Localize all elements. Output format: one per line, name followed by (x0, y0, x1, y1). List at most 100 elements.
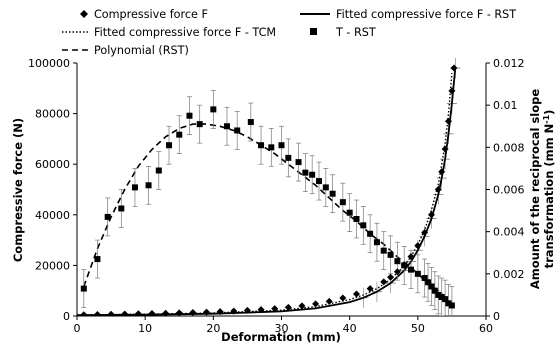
t-rst-point (155, 167, 162, 174)
t-rst-point (435, 291, 442, 298)
t-rst-point (315, 178, 322, 185)
compressive-force-point (393, 268, 401, 276)
legend: Compressive force F Fitted compressive f… (62, 8, 516, 57)
y2-tick-label: 0 (493, 310, 500, 323)
x-tick-label: 50 (411, 322, 425, 335)
compressive-force-point (230, 307, 238, 315)
t-rst-point (394, 258, 401, 265)
x-tick-label: 60 (479, 322, 493, 335)
t-rst-point (339, 199, 346, 206)
compressive-force-point (380, 278, 388, 286)
compressive-force-point (162, 309, 170, 316)
t-rst-point (234, 127, 241, 134)
compressive-force-point (414, 242, 422, 250)
legend-label-polynomial: Polynomial (RST) (94, 44, 189, 57)
t-rst-point (223, 123, 230, 130)
compressive-force-point (438, 168, 446, 176)
compressive-force-point (450, 64, 458, 72)
t-rst-point (373, 239, 380, 246)
t-rst-point (247, 119, 254, 126)
axes: 0 10 20 30 40 50 60 0 20000 40000 60000 80000 10000… (28, 57, 525, 335)
compressive-force-point (216, 308, 224, 316)
t-rst-point (258, 142, 265, 149)
compressive-force-point (441, 145, 449, 153)
t-rst-point (278, 142, 285, 149)
left-y-axis-label: Compressive force (N) (11, 118, 25, 262)
right-y-axis-label-main: transformation (mm N (542, 124, 556, 269)
t-rst-point (176, 131, 183, 138)
compressive-force-point (298, 302, 306, 310)
y-tick-label: 100000 (28, 57, 70, 70)
right-y-axis-label-line2: transformation (mm N-1) (542, 110, 556, 269)
t-rst-point (442, 296, 449, 303)
t-rst-point (104, 213, 111, 220)
compressive-force-point (312, 300, 320, 308)
y2-tick-label: 0.004 (493, 226, 525, 239)
t-rst-point (309, 171, 316, 178)
compressive-force-point (352, 290, 360, 298)
legend-item-fitted-rst: Fitted compressive force F - RST (300, 8, 516, 21)
t-rst-point (387, 251, 394, 258)
x-tick-label: 40 (343, 322, 357, 335)
y2-tick-label: 0.002 (493, 268, 525, 281)
t-rst-point (322, 184, 329, 191)
t-rst-point (196, 121, 203, 128)
compressive-force-point (325, 297, 333, 305)
x-tick-label: 30 (275, 322, 289, 335)
compressive-force-point (148, 309, 156, 316)
legend-label-fitted-tcm: Fitted compressive force F - TCM (94, 26, 276, 39)
y2-tick-label: 0.008 (493, 141, 525, 154)
compressive-force-point (366, 285, 374, 293)
t-rst-point (285, 154, 292, 161)
compressive-force-point (407, 253, 415, 261)
x-axis-label: Deformation (mm) (221, 330, 341, 344)
t-rst-point (302, 169, 309, 176)
t-rst-point (94, 256, 101, 263)
y-tick-label: 20000 (35, 259, 70, 272)
legend-label-fitted-rst: Fitted compressive force F - RST (336, 8, 516, 21)
legend-item-fitted-tcm: Fitted compressive force F - TCM (62, 26, 276, 39)
compressive-force-point (203, 308, 211, 316)
t-rst-point (346, 209, 353, 216)
x-axis-ticks: 0 10 20 30 40 50 60 (74, 316, 493, 335)
plot-area (77, 58, 461, 316)
legend-square-marker (310, 28, 317, 35)
compressive-force-point (107, 310, 115, 316)
compressive-force-point (93, 310, 101, 316)
compressive-force-point (80, 311, 88, 316)
compressive-force-point (339, 294, 347, 302)
right-y-axis-ticks: 0 0.002 0.004 0.006 0.008 0.01 0.012 (486, 57, 525, 323)
legend-diamond-marker (80, 10, 88, 18)
t-rst-point (380, 247, 387, 254)
legend-item-compressive-force: Compressive force F (80, 8, 208, 21)
compressive-force-point (421, 229, 429, 237)
compressive-force-point (387, 273, 395, 281)
t-rst-point (210, 106, 217, 113)
legend-item-polynomial: Polynomial (RST) (62, 44, 189, 57)
t-rst-point (438, 294, 445, 301)
compressive-force-point (427, 211, 435, 219)
compressive-force-point (257, 306, 265, 314)
t-rst-point (421, 275, 428, 282)
t-rst-point (360, 222, 367, 229)
t-rst-point (145, 182, 152, 189)
compressive-force-point (121, 310, 129, 316)
compressive-force-point (434, 186, 442, 193)
fitted-rst-line (77, 68, 457, 316)
x-tick-label: 10 (138, 322, 152, 335)
legend-label-t-rst: T - RST (335, 26, 376, 39)
t-rst-point (448, 302, 455, 309)
y-tick-label: 80000 (35, 108, 70, 121)
y2-tick-label: 0.01 (493, 99, 518, 112)
compressive-force-point (448, 87, 456, 95)
compressive-force-point (175, 309, 183, 316)
t-rst-point (131, 184, 138, 191)
t-rst-point (408, 266, 415, 273)
right-y-axis-label-sup: -1 (542, 114, 551, 123)
t-rst-point (445, 300, 452, 307)
y-tick-label: 60000 (35, 158, 70, 171)
t-rst-point (329, 190, 336, 197)
compressive-force-point (134, 310, 142, 316)
t-rst-point (367, 230, 374, 237)
